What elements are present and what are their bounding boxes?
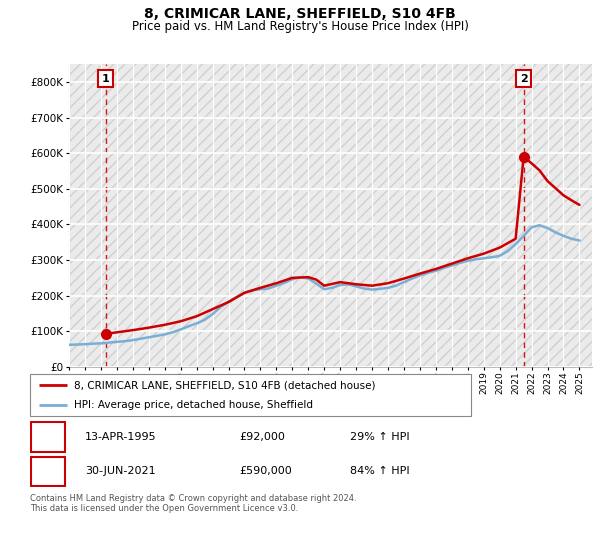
Text: HPI: Average price, detached house, Sheffield: HPI: Average price, detached house, Shef… xyxy=(74,400,313,410)
Text: 30-JUN-2021: 30-JUN-2021 xyxy=(85,466,156,477)
Text: £92,000: £92,000 xyxy=(240,432,286,442)
Text: 1: 1 xyxy=(44,431,52,444)
FancyBboxPatch shape xyxy=(30,374,471,416)
Text: 8, CRIMICAR LANE, SHEFFIELD, S10 4FB (detached house): 8, CRIMICAR LANE, SHEFFIELD, S10 4FB (de… xyxy=(74,380,376,390)
Text: 84% ↑ HPI: 84% ↑ HPI xyxy=(350,466,410,477)
Text: 2: 2 xyxy=(44,465,52,478)
Text: 29% ↑ HPI: 29% ↑ HPI xyxy=(350,432,410,442)
Text: Price paid vs. HM Land Registry's House Price Index (HPI): Price paid vs. HM Land Registry's House … xyxy=(131,20,469,32)
Text: £590,000: £590,000 xyxy=(240,466,293,477)
FancyBboxPatch shape xyxy=(31,457,65,486)
Text: 8, CRIMICAR LANE, SHEFFIELD, S10 4FB: 8, CRIMICAR LANE, SHEFFIELD, S10 4FB xyxy=(144,7,456,21)
Text: Contains HM Land Registry data © Crown copyright and database right 2024.
This d: Contains HM Land Registry data © Crown c… xyxy=(30,494,356,514)
Text: 13-APR-1995: 13-APR-1995 xyxy=(85,432,157,442)
FancyBboxPatch shape xyxy=(31,422,65,451)
Text: 1: 1 xyxy=(101,73,109,83)
Text: 2: 2 xyxy=(520,73,527,83)
